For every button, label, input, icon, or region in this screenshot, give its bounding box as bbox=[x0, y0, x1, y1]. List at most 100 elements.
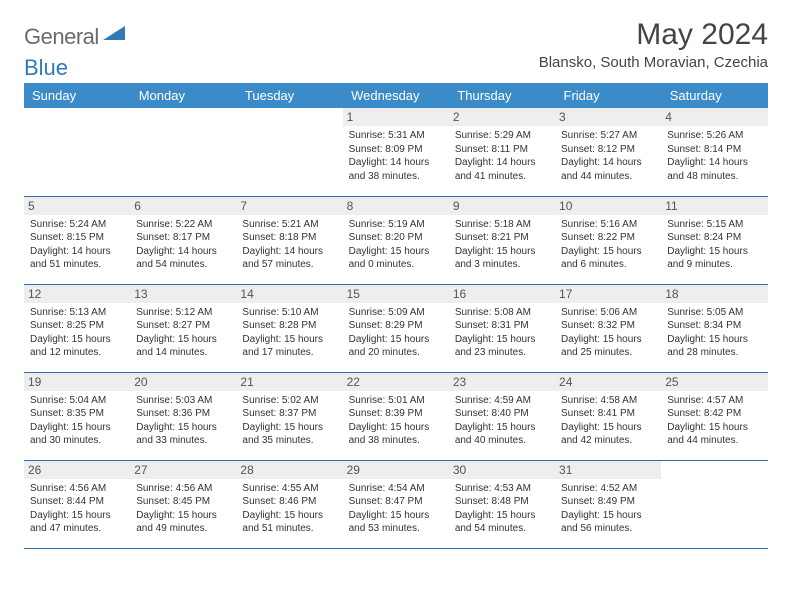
weekday-header: Sunday bbox=[24, 83, 130, 108]
weekday-header: Wednesday bbox=[343, 83, 449, 108]
day-number: 4 bbox=[661, 108, 767, 126]
calendar-day-cell: 3 Sunrise: 5:27 AMSunset: 8:12 PMDaylight… bbox=[555, 108, 661, 196]
day-number: 21 bbox=[236, 373, 342, 391]
day-number: 16 bbox=[449, 285, 555, 303]
calendar-day-cell: 14 Sunrise: 5:10 AMSunset: 8:28 PMDayligh… bbox=[236, 284, 342, 372]
day-number: 18 bbox=[661, 285, 767, 303]
day-info: Sunrise: 5:29 AMSunset: 8:11 PMDaylight:… bbox=[455, 129, 549, 183]
calendar-day-cell: 10 Sunrise: 5:16 AMSunset: 8:22 PMDayligh… bbox=[555, 196, 661, 284]
day-info: Sunrise: 4:52 AMSunset: 8:49 PMDaylight:… bbox=[561, 482, 655, 536]
day-info: Sunrise: 5:15 AMSunset: 8:24 PMDaylight:… bbox=[667, 218, 761, 272]
calendar-week-row: 26 Sunrise: 4:56 AMSunset: 8:44 PMDayligh… bbox=[24, 460, 768, 548]
day-number: 26 bbox=[24, 461, 130, 479]
calendar-day-cell: 4 Sunrise: 5:26 AMSunset: 8:14 PMDaylight… bbox=[661, 108, 767, 196]
day-info: Sunrise: 5:13 AMSunset: 8:25 PMDaylight:… bbox=[30, 306, 124, 360]
day-number: 30 bbox=[449, 461, 555, 479]
day-info: Sunrise: 5:09 AMSunset: 8:29 PMDaylight:… bbox=[349, 306, 443, 360]
calendar-day-cell: 28 Sunrise: 4:55 AMSunset: 8:46 PMDayligh… bbox=[236, 460, 342, 548]
calendar-day-cell: 22 Sunrise: 5:01 AMSunset: 8:39 PMDayligh… bbox=[343, 372, 449, 460]
day-info: Sunrise: 5:01 AMSunset: 8:39 PMDaylight:… bbox=[349, 394, 443, 448]
day-number: 1 bbox=[343, 108, 449, 126]
day-info: Sunrise: 4:56 AMSunset: 8:45 PMDaylight:… bbox=[136, 482, 230, 536]
calendar-empty-cell bbox=[130, 108, 236, 196]
weekday-header: Saturday bbox=[661, 83, 767, 108]
day-info: Sunrise: 5:10 AMSunset: 8:28 PMDaylight:… bbox=[242, 306, 336, 360]
day-number: 12 bbox=[24, 285, 130, 303]
day-info: Sunrise: 4:59 AMSunset: 8:40 PMDaylight:… bbox=[455, 394, 549, 448]
day-number: 31 bbox=[555, 461, 661, 479]
day-number: 28 bbox=[236, 461, 342, 479]
day-info: Sunrise: 5:12 AMSunset: 8:27 PMDaylight:… bbox=[136, 306, 230, 360]
day-number: 10 bbox=[555, 197, 661, 215]
day-info: Sunrise: 5:03 AMSunset: 8:36 PMDaylight:… bbox=[136, 394, 230, 448]
calendar-day-cell: 8Sunrise: 5:19 AMSunset: 8:20 PMDaylight… bbox=[343, 196, 449, 284]
calendar-day-cell: 19Sunrise: 5:04 AMSunset: 8:35 PMDayligh… bbox=[24, 372, 130, 460]
day-info: Sunrise: 5:02 AMSunset: 8:37 PMDaylight:… bbox=[242, 394, 336, 448]
day-info: Sunrise: 5:04 AMSunset: 8:35 PMDaylight:… bbox=[30, 394, 124, 448]
calendar-day-cell: 21 Sunrise: 5:02 AMSunset: 8:37 PMDayligh… bbox=[236, 372, 342, 460]
calendar-day-cell: 26 Sunrise: 4:56 AMSunset: 8:44 PMDayligh… bbox=[24, 460, 130, 548]
day-info: Sunrise: 5:08 AMSunset: 8:31 PMDaylight:… bbox=[455, 306, 549, 360]
calendar-week-row: 1 Sunrise: 5:31 AMSunset: 8:09 PMDaylight… bbox=[24, 108, 768, 196]
day-number: 24 bbox=[555, 373, 661, 391]
day-number: 5 bbox=[24, 197, 130, 215]
calendar-day-cell: 18 Sunrise: 5:05 AMSunset: 8:34 PMDayligh… bbox=[661, 284, 767, 372]
logo-triangle-icon bbox=[103, 26, 125, 49]
day-number: 23 bbox=[449, 373, 555, 391]
calendar-empty-cell bbox=[24, 108, 130, 196]
day-info: Sunrise: 4:55 AMSunset: 8:46 PMDaylight:… bbox=[242, 482, 336, 536]
calendar-day-cell: 9Sunrise: 5:18 AMSunset: 8:21 PMDaylight… bbox=[449, 196, 555, 284]
day-number: 6 bbox=[130, 197, 236, 215]
day-info: Sunrise: 4:56 AMSunset: 8:44 PMDaylight:… bbox=[30, 482, 124, 536]
day-info: Sunrise: 4:54 AMSunset: 8:47 PMDaylight:… bbox=[349, 482, 443, 536]
month-title: May 2024 bbox=[539, 18, 768, 52]
calendar-day-cell: 16 Sunrise: 5:08 AMSunset: 8:31 PMDayligh… bbox=[449, 284, 555, 372]
calendar-week-row: 12 Sunrise: 5:13 AMSunset: 8:25 PMDayligh… bbox=[24, 284, 768, 372]
day-number: 29 bbox=[343, 461, 449, 479]
day-info: Sunrise: 5:19 AMSunset: 8:20 PMDaylight:… bbox=[349, 218, 443, 272]
day-number: 14 bbox=[236, 285, 342, 303]
calendar-day-cell: 6 Sunrise: 5:22 AMSunset: 8:17 PMDaylight… bbox=[130, 196, 236, 284]
day-number: 20 bbox=[130, 373, 236, 391]
day-number: 22 bbox=[343, 373, 449, 391]
day-info: Sunrise: 5:06 AMSunset: 8:32 PMDaylight:… bbox=[561, 306, 655, 360]
day-number: 2 bbox=[449, 108, 555, 126]
day-info: Sunrise: 4:53 AMSunset: 8:48 PMDaylight:… bbox=[455, 482, 549, 536]
day-number: 11 bbox=[661, 197, 767, 215]
day-info: Sunrise: 4:58 AMSunset: 8:41 PMDaylight:… bbox=[561, 394, 655, 448]
day-info: Sunrise: 5:27 AMSunset: 8:12 PMDaylight:… bbox=[561, 129, 655, 183]
day-info: Sunrise: 5:26 AMSunset: 8:14 PMDaylight:… bbox=[667, 129, 761, 183]
calendar-day-cell: 23 Sunrise: 4:59 AMSunset: 8:40 PMDayligh… bbox=[449, 372, 555, 460]
weekday-header: Tuesday bbox=[236, 83, 342, 108]
calendar-day-cell: 17 Sunrise: 5:06 AMSunset: 8:32 PMDayligh… bbox=[555, 284, 661, 372]
day-number: 7 bbox=[236, 197, 342, 215]
logo-text-general: General bbox=[24, 24, 99, 50]
day-number: 3 bbox=[555, 108, 661, 126]
calendar-day-cell: 30 Sunrise: 4:53 AMSunset: 8:48 PMDayligh… bbox=[449, 460, 555, 548]
calendar-day-cell: 29 Sunrise: 4:54 AMSunset: 8:47 PMDayligh… bbox=[343, 460, 449, 548]
calendar-table: SundayMondayTuesdayWednesdayThursdayFrid… bbox=[24, 83, 768, 549]
day-number: 13 bbox=[130, 285, 236, 303]
day-number: 27 bbox=[130, 461, 236, 479]
calendar-day-cell: 11 Sunrise: 5:15 AMSunset: 8:24 PMDayligh… bbox=[661, 196, 767, 284]
logo: General bbox=[24, 18, 127, 50]
calendar-day-cell: 7Sunrise: 5:21 AMSunset: 8:18 PMDaylight… bbox=[236, 196, 342, 284]
weekday-header: Monday bbox=[130, 83, 236, 108]
day-number: 17 bbox=[555, 285, 661, 303]
day-info: Sunrise: 5:24 AMSunset: 8:15 PMDaylight:… bbox=[30, 218, 124, 272]
day-info: Sunrise: 5:31 AMSunset: 8:09 PMDaylight:… bbox=[349, 129, 443, 183]
calendar-day-cell: 1 Sunrise: 5:31 AMSunset: 8:09 PMDaylight… bbox=[343, 108, 449, 196]
day-info: Sunrise: 5:16 AMSunset: 8:22 PMDaylight:… bbox=[561, 218, 655, 272]
day-info: Sunrise: 5:05 AMSunset: 8:34 PMDaylight:… bbox=[667, 306, 761, 360]
calendar-day-cell: 25Sunrise: 4:57 AMSunset: 8:42 PMDayligh… bbox=[661, 372, 767, 460]
calendar-empty-cell bbox=[661, 460, 767, 548]
calendar-day-cell: 20 Sunrise: 5:03 AMSunset: 8:36 PMDayligh… bbox=[130, 372, 236, 460]
calendar-day-cell: 12 Sunrise: 5:13 AMSunset: 8:25 PMDayligh… bbox=[24, 284, 130, 372]
calendar-day-cell: 24 Sunrise: 4:58 AMSunset: 8:41 PMDayligh… bbox=[555, 372, 661, 460]
day-info: Sunrise: 5:22 AMSunset: 8:17 PMDaylight:… bbox=[136, 218, 230, 272]
day-number: 25 bbox=[661, 373, 767, 391]
day-number: 15 bbox=[343, 285, 449, 303]
calendar-day-cell: 13 Sunrise: 5:12 AMSunset: 8:27 PMDayligh… bbox=[130, 284, 236, 372]
logo-text-blue: Blue bbox=[24, 55, 768, 81]
weekday-header: Friday bbox=[555, 83, 661, 108]
